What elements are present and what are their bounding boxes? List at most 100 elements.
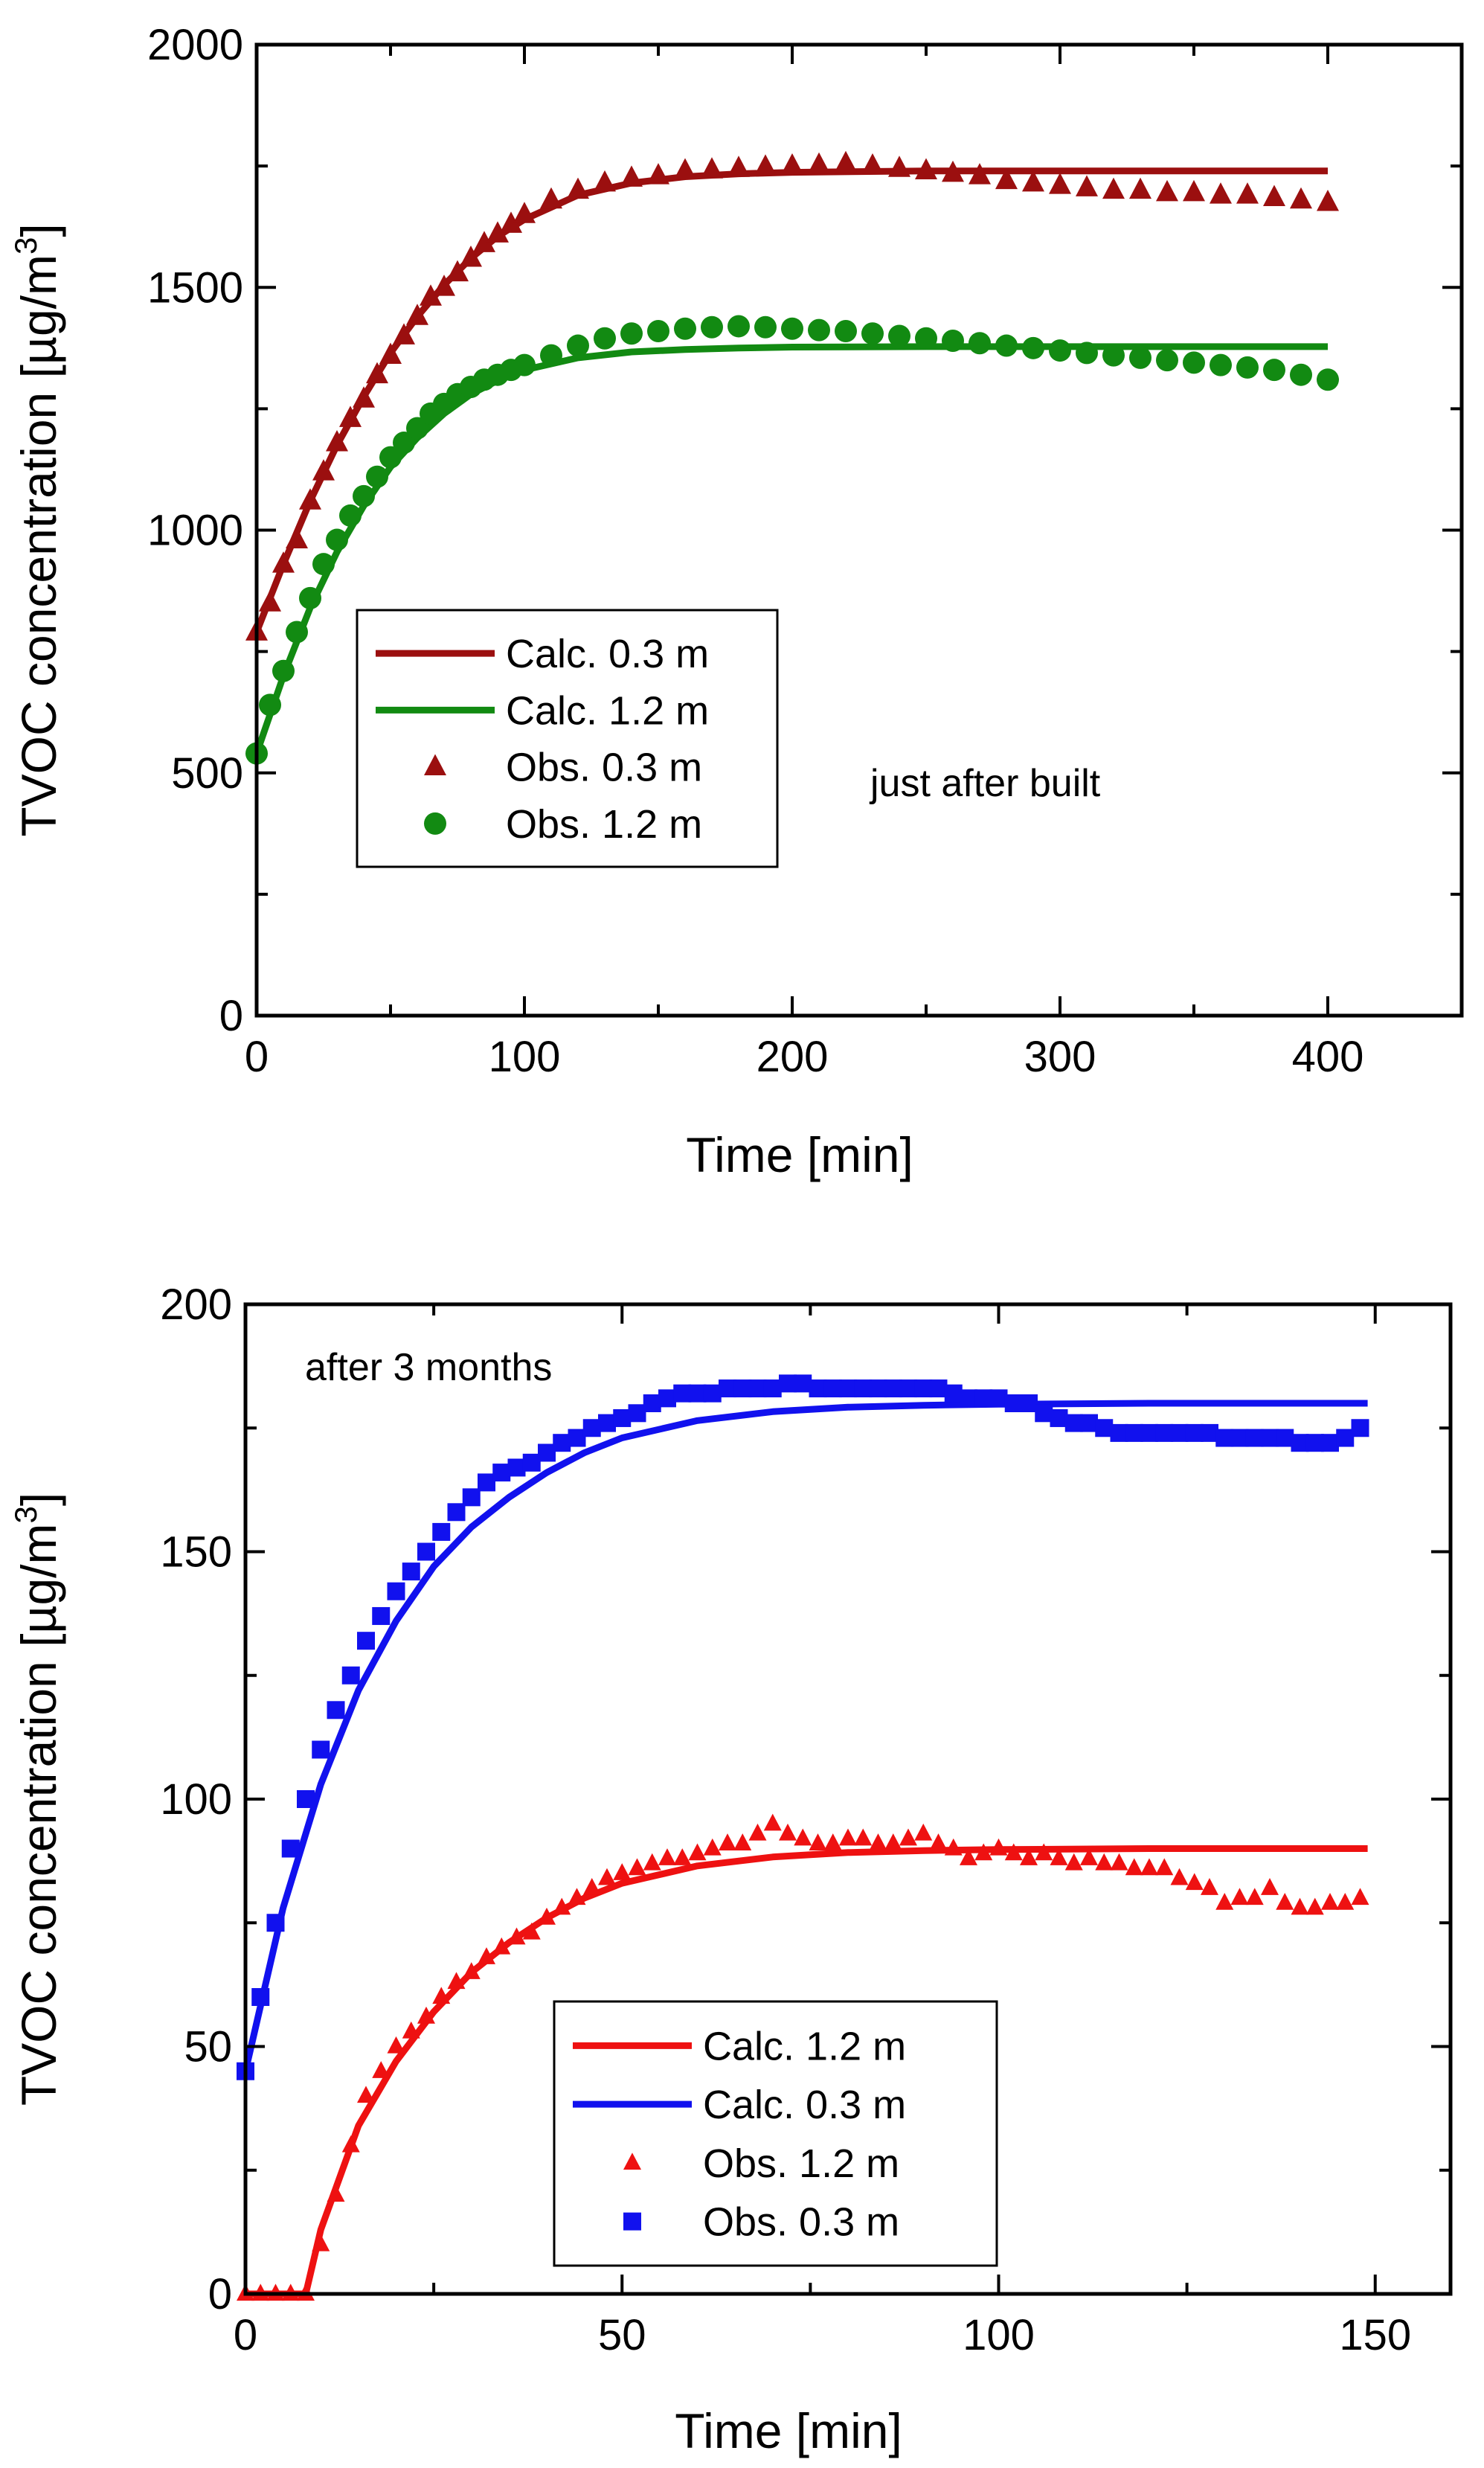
data-point: [379, 446, 402, 469]
data-point: [312, 1740, 330, 1759]
data-point: [1102, 177, 1125, 199]
data-point: [969, 163, 991, 185]
data-point: [703, 1838, 722, 1856]
data-point: [251, 1988, 270, 2006]
data-point: [1155, 1423, 1174, 1442]
data-point: [1064, 1414, 1083, 1432]
data-point: [553, 1434, 571, 1452]
data-point: [1155, 1858, 1174, 1876]
data-point: [674, 317, 696, 340]
data-point: [1170, 1868, 1189, 1885]
data-point: [1236, 356, 1259, 379]
data-point: [914, 1823, 933, 1841]
data-point: [353, 386, 375, 408]
data-point: [339, 406, 362, 427]
x-axis-label: Time [min]: [686, 1127, 913, 1182]
data-point: [673, 1848, 692, 1865]
data-point: [372, 2061, 391, 2078]
data-point: [357, 2086, 375, 2103]
data-point: [794, 1374, 812, 1393]
y-tick-label: 50: [184, 2023, 232, 2071]
y-axis-label: TVOC concentration [µg/m3]: [8, 1493, 66, 2106]
data-point: [1336, 1429, 1355, 1447]
data-point: [568, 1888, 586, 1906]
data-point: [538, 1907, 556, 1925]
data-point: [884, 1833, 902, 1850]
data-point: [1230, 1429, 1249, 1447]
data-point: [989, 1838, 1008, 1856]
data-point: [432, 1987, 451, 2004]
data-point: [327, 1701, 345, 1719]
series-markers-obs-0-3-m: [237, 1374, 1369, 2080]
data-point: [899, 1379, 917, 1398]
data-point: [643, 1394, 661, 1412]
data-point: [779, 1374, 797, 1393]
data-point: [969, 332, 991, 355]
data-point: [366, 465, 388, 488]
legend: Calc. 1.2 m Calc. 0.3 m Obs. 1.2 m Obs. 0.3…: [553, 2000, 998, 2267]
data-point: [861, 322, 884, 345]
data-point: [854, 1379, 873, 1398]
data-point: [366, 362, 388, 384]
data-point: [1215, 1429, 1234, 1447]
legend-item-calc-1-2-m: Calc. 1.2 m: [573, 2024, 906, 2068]
x-tick-label: 400: [1292, 1033, 1364, 1081]
legend: Calc. 0.3 m Calc. 1.2 m Obs. 0.3 m Obs. 1.2…: [356, 609, 779, 868]
y-tick-label: 100: [160, 1775, 232, 1824]
data-point: [779, 1823, 797, 1841]
legend-item-obs-0-3-m: Obs. 0.3 m: [623, 2200, 899, 2245]
data-point: [944, 1838, 963, 1856]
data-point: [701, 315, 723, 339]
data-point: [1245, 1429, 1264, 1447]
data-point: [942, 330, 964, 353]
y-axis-label-close: ]: [11, 223, 66, 237]
legend-marker-swatch: [424, 754, 446, 776]
data-point: [402, 1562, 420, 1581]
data-point: [387, 1582, 405, 1600]
data-point: [1263, 359, 1285, 382]
data-point: [869, 1833, 887, 1850]
data-point: [1156, 179, 1178, 202]
data-point: [1095, 1419, 1114, 1437]
data-point: [1230, 1888, 1249, 1906]
data-point: [613, 1408, 632, 1427]
axis-ticks: 0 100 200 300 400 0 500 1000 1500 2000: [147, 21, 1463, 1081]
legend-label: Calc. 0.3 m: [506, 632, 709, 676]
data-point: [1020, 1848, 1038, 1865]
data-point: [299, 586, 321, 609]
data-point: [433, 275, 455, 296]
legend-item-obs-1-2-m: Obs. 1.2 m: [424, 802, 702, 847]
data-point: [1276, 1429, 1294, 1447]
data-point: [1049, 339, 1071, 362]
data-point: [553, 1897, 571, 1915]
data-point: [326, 528, 348, 551]
data-point: [942, 160, 964, 182]
data-point: [393, 432, 415, 455]
data-point: [673, 1384, 692, 1403]
y-tick-label: 2000: [147, 21, 243, 69]
data-point: [733, 1833, 752, 1850]
series-markers-obs-1-2-m: [245, 315, 1339, 765]
data-point: [462, 1962, 481, 1979]
legend-item-calc-1-2-m: Calc. 1.2 m: [376, 688, 709, 733]
data-point: [1129, 346, 1151, 369]
data-point: [478, 1473, 495, 1492]
data-point: [1201, 1878, 1218, 1895]
data-point: [647, 319, 669, 342]
data-point: [854, 1828, 873, 1846]
data-point: [568, 1429, 586, 1447]
data-point: [688, 1384, 707, 1403]
data-point: [594, 327, 616, 350]
data-point: [781, 317, 803, 340]
legend-label: Obs. 1.2 m: [703, 2141, 899, 2186]
x-tick-label: 200: [757, 1033, 829, 1081]
data-point: [417, 2006, 435, 2024]
data-point: [312, 459, 335, 481]
data-point: [1290, 187, 1312, 209]
data-point: [513, 353, 536, 376]
data-point: [500, 211, 522, 233]
data-point: [929, 1379, 948, 1398]
data-point: [1102, 344, 1125, 367]
data-point: [1049, 173, 1071, 194]
data-point: [1183, 351, 1205, 374]
